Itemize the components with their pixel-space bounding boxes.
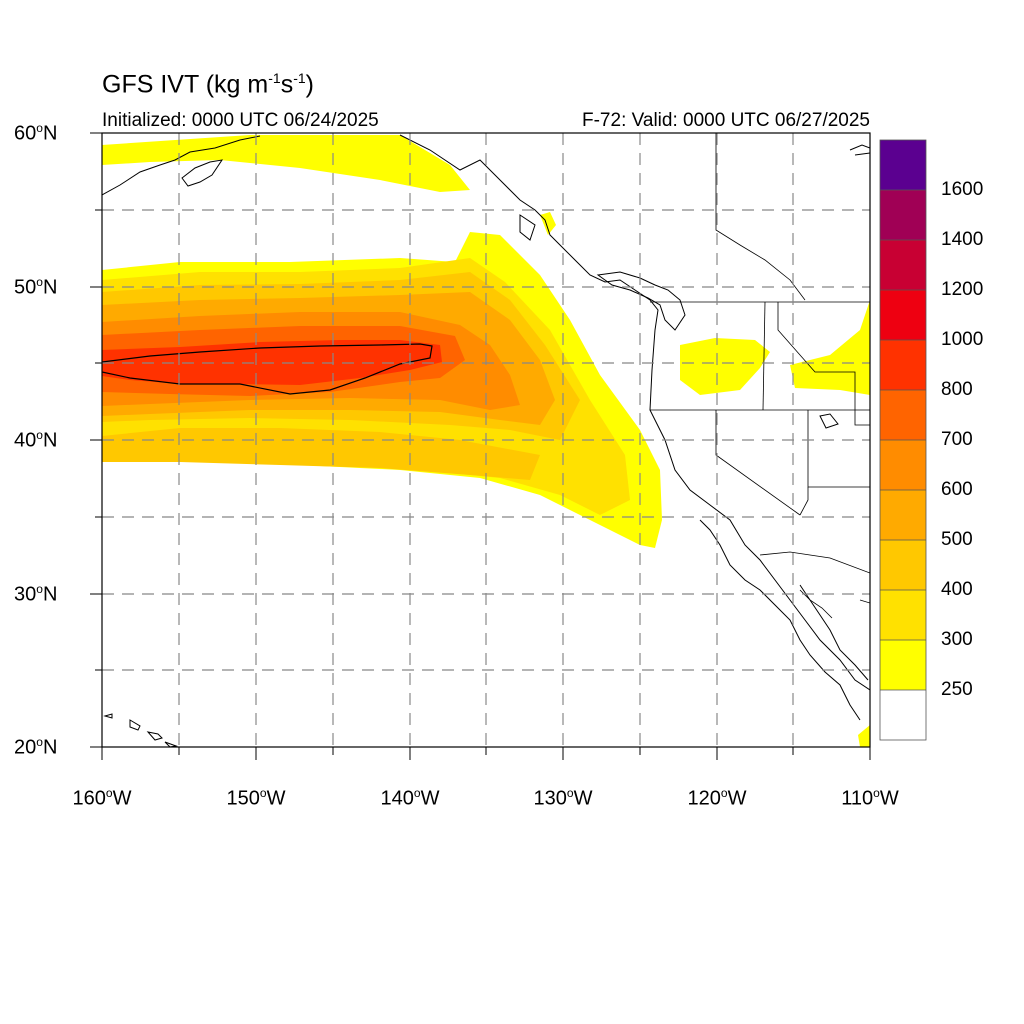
lon-label-160: 160oW <box>72 786 132 810</box>
colorbar <box>879 139 927 741</box>
lat-label-60: 60oN <box>14 121 58 145</box>
lon-label-130: 130oW <box>533 786 593 810</box>
colorbar-label: 800 <box>941 379 973 400</box>
colorbar-bin <box>880 240 926 290</box>
coastlines <box>102 134 870 747</box>
colorbar-label: 300 <box>941 629 973 650</box>
colorbar-label: 1600 <box>941 179 984 200</box>
colorbar-label: 700 <box>941 429 973 450</box>
colorbar-bin <box>880 640 926 690</box>
colorbar-bin <box>880 290 926 340</box>
colorbar-label: 1200 <box>941 279 984 300</box>
colorbar-bin <box>880 390 926 440</box>
valid-time: F-72: Valid: 0000 UTC 06/27/2025 <box>582 110 870 131</box>
colorbar-bin <box>880 690 926 740</box>
lon-label-120: 120oW <box>687 786 747 810</box>
colorbar-label: 1000 <box>941 329 984 350</box>
lon-label-110: 110oW <box>841 786 899 810</box>
axis-ticks <box>90 132 871 760</box>
lon-label-150: 150oW <box>226 786 286 810</box>
title-close: ) <box>305 70 314 99</box>
lat-label-20: 20oN <box>14 735 58 759</box>
chart-title: GFS IVT (kg m-1s-1) <box>102 70 314 99</box>
map-gridlines <box>102 133 870 747</box>
colorbar-bin <box>880 590 926 640</box>
colorbar-bin <box>880 340 926 390</box>
lat-label-30: 30oN <box>14 582 58 606</box>
ivt-contour-line <box>102 343 433 395</box>
title-exponent-2: -1 <box>293 70 306 86</box>
colorbar-label: 1400 <box>941 229 984 250</box>
title-text: GFS IVT (kg m <box>102 70 269 99</box>
lat-label-50: 50oN <box>14 275 58 299</box>
lat-label-40: 40oN <box>14 428 58 452</box>
colorbar-label: 600 <box>941 479 973 500</box>
title-exponent-1: -1 <box>268 70 281 86</box>
lon-label-140: 140oW <box>380 786 440 810</box>
colorbar-label: 250 <box>941 679 973 700</box>
init-time: Initialized: 0000 UTC 06/24/2025 <box>102 110 379 131</box>
colorbar-bin <box>880 490 926 540</box>
colorbar-label: 500 <box>941 529 973 550</box>
colorbar-bin <box>880 190 926 240</box>
colorbar-bin <box>880 540 926 590</box>
colorbar-bin <box>880 440 926 490</box>
colorbar-bin <box>880 140 926 190</box>
colorbar-label: 400 <box>941 579 973 600</box>
title-text-s: s <box>280 70 294 99</box>
